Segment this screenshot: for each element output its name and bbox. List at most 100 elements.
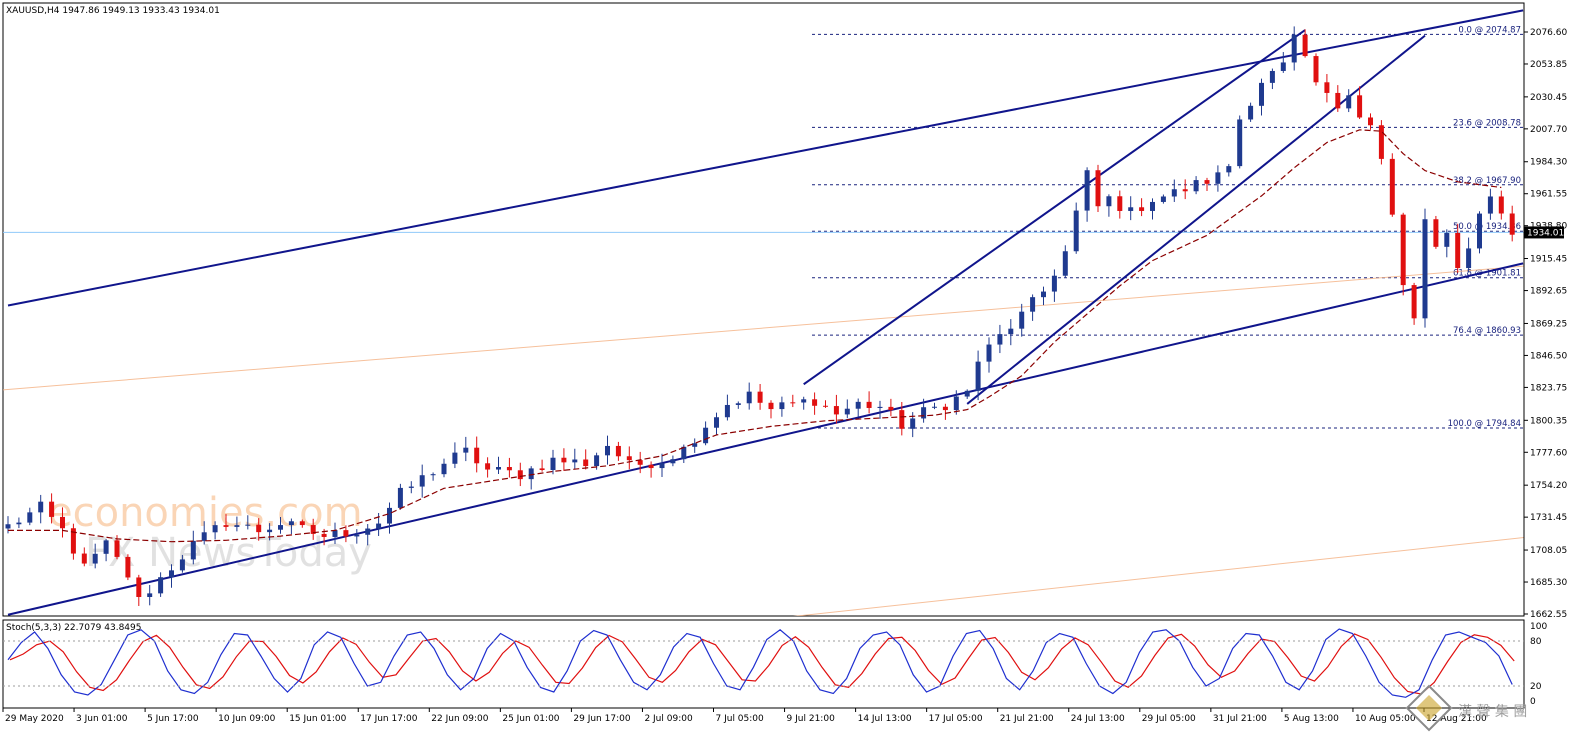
time-axis-label: 31 Jul 21:00: [1213, 714, 1267, 724]
candle-bear: [299, 521, 305, 526]
channel-line[interactable]: [7, 262, 1524, 616]
candle-bull: [594, 455, 600, 467]
time-axis-label: 12 Aug 21:00: [1426, 714, 1487, 724]
price-axis-label: 2007.70: [1530, 125, 1567, 135]
logo-text: 漢 聲 集 團: [1458, 703, 1527, 720]
candle-bear: [256, 524, 262, 533]
candle-bull: [692, 443, 698, 447]
candle-bear: [1357, 95, 1363, 118]
candle-bull: [670, 459, 676, 464]
candle-bull: [288, 521, 294, 526]
stochastic-axis-label: 0: [1530, 697, 1536, 707]
price-axis-label: 1869.25: [1530, 319, 1567, 329]
candle-bull: [463, 447, 469, 453]
channel-line[interactable]: [7, 9, 1524, 307]
candle-bull: [724, 404, 730, 418]
candle-bull: [986, 344, 992, 362]
candle-bull: [103, 540, 109, 554]
time-axis-label: 29 May 2020: [5, 714, 64, 724]
candle-bull: [1215, 172, 1221, 184]
candle-bull: [354, 534, 360, 537]
candle-bull: [1019, 311, 1025, 329]
candle-bear: [539, 468, 545, 470]
candle-bull: [201, 532, 207, 541]
stochastic-signal-line: [9, 633, 1515, 695]
channel-line[interactable]: [803, 29, 1306, 386]
candle-bull: [92, 553, 98, 564]
candle-bear: [626, 456, 632, 461]
time-axis-label: 5 Jun 17:00: [147, 714, 199, 724]
candle-bull: [801, 399, 807, 403]
time-axis-label: 3 Jun 01:00: [76, 714, 128, 724]
candle-bear: [1182, 189, 1188, 192]
candle-bear: [1302, 34, 1308, 57]
candle-bear: [1411, 285, 1417, 319]
candle-bear: [757, 391, 763, 403]
candle-bull: [430, 474, 436, 476]
stochastic-panel[interactable]: [2, 619, 1525, 709]
candle-bear: [1324, 82, 1330, 93]
price-axis-label: 1984.30: [1530, 158, 1567, 168]
candle-bull: [1171, 189, 1177, 197]
candle-bull: [1193, 180, 1199, 192]
candle-bear: [136, 577, 142, 597]
candle-bull: [1041, 291, 1046, 298]
candle-bull: [5, 524, 11, 529]
time-axis-label: 24 Jul 13:00: [1071, 714, 1125, 724]
candle-bear: [1498, 196, 1504, 214]
candle-bull: [332, 530, 338, 537]
candle-bull: [659, 463, 665, 469]
time-axis-label: 29 Jul 05:00: [1142, 714, 1196, 724]
candle-bull: [1248, 105, 1254, 120]
candle-bull: [169, 570, 174, 578]
stochastic-header: Stoch(5,3,3) 22.7079 43.8495: [6, 623, 141, 633]
time-axis-label: 15 Jun 01:00: [289, 714, 346, 724]
price-axis: 2076.60 2053.85 2030.45 2007.70 1984.30 1961.…: [1523, 3, 1567, 620]
candle-bull: [953, 396, 959, 411]
candle-bear: [321, 533, 327, 537]
candle-bull: [1160, 196, 1166, 202]
candle-bear: [60, 516, 65, 529]
candle-bull: [714, 417, 719, 428]
price-axis-label: 2053.85: [1530, 60, 1567, 70]
time-axis-label: 10 Jun 09:00: [218, 714, 275, 724]
price-axis-label: 1662.55: [1530, 610, 1567, 620]
candle-bull: [1487, 196, 1493, 214]
candle-bull: [1073, 210, 1079, 252]
candle-bull: [910, 418, 916, 429]
candle-bull: [997, 334, 1003, 345]
svg-text:1934.01: 1934.01: [1527, 228, 1564, 238]
candle-bull: [877, 406, 883, 408]
candle-bull: [1150, 201, 1155, 211]
candle-bear: [942, 406, 948, 411]
candle-bull: [855, 401, 861, 409]
price-axis-label: 1685.30: [1530, 578, 1567, 588]
candle-bear: [517, 470, 523, 480]
symbol-header: XAUUSD,H4 1947.86 1949.13 1933.43 1934.0…: [6, 6, 220, 16]
price-axis-label: 1915.45: [1530, 255, 1567, 265]
candle-bear: [485, 463, 491, 470]
price-axis-label: 1754.20: [1530, 481, 1567, 491]
candle-bull: [1226, 166, 1232, 173]
candle-bull: [703, 427, 709, 444]
time-axis-label: 17 Jul 05:00: [929, 714, 983, 724]
trend-lines[interactable]: [3, 9, 1524, 702]
candle-bull: [779, 402, 785, 410]
candle-bear: [70, 528, 76, 554]
watermark-economies: economies.com: [48, 490, 363, 536]
candle-bull: [365, 528, 371, 535]
price-axis-label: 2076.60: [1530, 28, 1567, 38]
main-panel[interactable]: [2, 2, 1525, 617]
candle-bear: [583, 459, 589, 467]
candle-bear: [888, 406, 894, 411]
candle-bear: [310, 525, 316, 534]
candle-bear: [474, 447, 480, 464]
candle-bear: [343, 530, 349, 537]
time-axis-label: 10 Aug 05:00: [1355, 714, 1416, 724]
price-axis-label: 1731.45: [1530, 513, 1567, 523]
candle-bull: [397, 487, 403, 508]
time-axis-label: 22 Jun 09:00: [431, 714, 488, 724]
candle-bear: [1335, 92, 1341, 109]
candle-bull: [376, 523, 382, 529]
time-axis-label: 5 Aug 13:00: [1284, 714, 1339, 724]
